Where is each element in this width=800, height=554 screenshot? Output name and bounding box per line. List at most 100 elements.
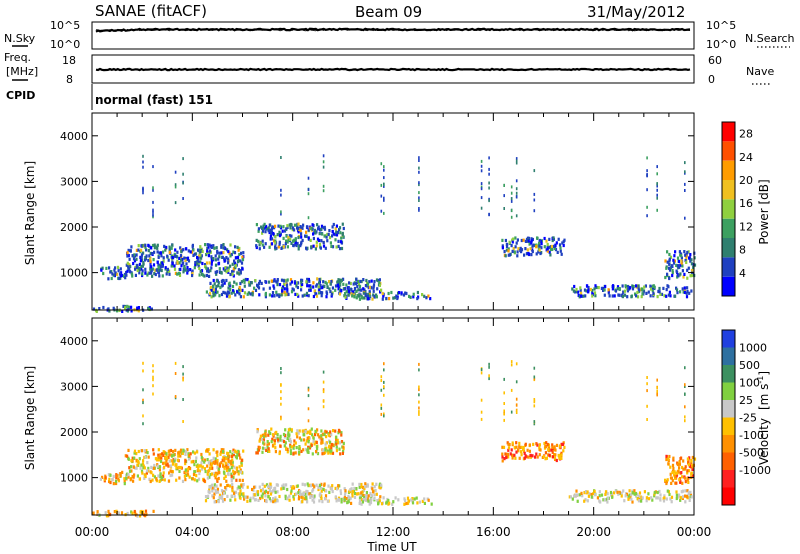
power-echo-cell	[301, 238, 304, 243]
power-echo-cell	[191, 273, 194, 278]
velocity-echo-cell	[192, 473, 196, 477]
power-echo-cell	[206, 249, 209, 253]
time-axis-labels: 00:00 04:00 08:00 12:00 16:00 20:00 00:00	[75, 525, 712, 539]
power-echo-cell	[626, 285, 630, 289]
velocity-echo-cell	[350, 487, 353, 491]
power-echo-cell	[366, 297, 370, 301]
velocity-echo-cell	[163, 465, 166, 469]
power-echo-cell	[656, 208, 658, 212]
power-echo-cell	[330, 244, 333, 248]
velocity-echo-cell	[193, 463, 196, 467]
velocity-echo-cell	[557, 453, 560, 458]
power-echo-cell	[136, 268, 139, 273]
velocity-echo-cell	[583, 491, 586, 495]
power-echo-cell	[364, 293, 367, 297]
power-echo-cell	[283, 229, 287, 233]
velocity-colorbar-segment	[722, 400, 735, 418]
velocity-colorbar-tick-label: -500	[739, 447, 764, 460]
velocity-echo-cell	[151, 478, 154, 482]
power-colorbar-tick-label: 20	[739, 174, 753, 187]
velocity-echo-cell	[135, 458, 138, 462]
velocity-echo-cell	[142, 466, 145, 470]
power-echo-cell	[340, 246, 344, 251]
velocity-echo-cell	[515, 397, 518, 401]
power-echo-cell	[328, 236, 332, 240]
velocity-echo-cell	[282, 483, 285, 487]
power-echo-cell	[287, 292, 290, 296]
velocity-echo-cell	[130, 465, 133, 469]
velocity-echo-cell	[407, 501, 410, 505]
velocity-echo-cell	[394, 496, 397, 500]
power-echo-cell	[368, 285, 371, 289]
power-echo-cell	[308, 279, 311, 283]
velocity-echo-cell	[675, 474, 678, 478]
power-echo-cell	[232, 267, 235, 271]
velocity-echo-cell	[296, 484, 299, 488]
power-echo-cell	[514, 245, 517, 249]
velocity-echo-cell	[578, 493, 581, 497]
power-echo-cell	[427, 294, 430, 298]
power-echo-cell	[216, 290, 219, 294]
velocity-echo-cell	[640, 495, 643, 499]
velocity-echo-cell	[332, 443, 335, 447]
velocity-echo-cell	[238, 453, 241, 457]
velocity-echo-cell	[137, 461, 140, 465]
velocity-echo-cell	[329, 451, 332, 455]
velocity-echo-cell	[418, 412, 420, 416]
power-echo-cell	[225, 278, 228, 283]
power-echo-cell	[193, 252, 196, 256]
velocity-echo-cell	[203, 479, 206, 483]
power-echo-cell	[404, 291, 407, 295]
power-echo-cell	[154, 272, 157, 277]
velocity-echo-cell	[594, 493, 597, 497]
power-echo-cell	[334, 284, 338, 288]
velocity-echo-cell	[646, 404, 648, 408]
velocity-echo-cell	[320, 436, 323, 440]
time-tick-label: 08:00	[275, 525, 310, 539]
power-echo-cell	[637, 284, 640, 288]
velocity-echo-cell	[421, 499, 424, 503]
power-echo-cell	[666, 260, 669, 264]
power-echo-cell	[149, 267, 152, 271]
velocity-echo-cell	[373, 485, 376, 489]
power-echo-cell	[288, 234, 291, 238]
velocity-echo-cell	[360, 485, 363, 489]
velocity-echo-cell	[210, 461, 214, 465]
power-echo-cell	[371, 297, 374, 301]
velocity-echo-cell	[212, 456, 215, 460]
velocity-echo-cell	[207, 461, 210, 465]
velocity-echo-cell	[571, 497, 574, 501]
power-echo-cell	[372, 286, 375, 290]
power-echo-cell	[577, 290, 580, 294]
velocity-echo-cell	[208, 485, 211, 489]
power-echo-cell	[664, 275, 667, 280]
velocity-echo-cell	[363, 486, 366, 490]
power-echo-cell	[282, 225, 285, 229]
velocity-echo-cell	[321, 432, 324, 436]
power-echo-cell	[286, 240, 289, 244]
power-echo-cell	[683, 286, 686, 290]
power-echo-cell	[329, 282, 332, 286]
power-panel-frame	[91, 112, 695, 311]
velocity-echo-cell	[691, 467, 694, 471]
velocity-y-tick-label: 4000	[60, 335, 88, 348]
power-echo-cell	[140, 253, 144, 257]
power-echo-cell	[201, 261, 204, 266]
velocity-echo-cell	[669, 497, 672, 501]
velocity-echo-cell	[123, 479, 126, 483]
power-echo-cell	[512, 237, 515, 241]
velocity-echo-cell	[216, 458, 219, 463]
velocity-echo-cell	[299, 492, 302, 496]
power-echo-cell	[554, 243, 557, 247]
velocity-echo-cell	[267, 447, 270, 451]
velocity-echo-cell	[225, 463, 228, 467]
power-echo-cell	[186, 271, 189, 275]
power-echo-cell	[261, 243, 264, 247]
noise-right-tick-bottom: 10^0	[706, 38, 736, 51]
power-echo-cell	[253, 286, 256, 290]
velocity-echo-cell	[146, 461, 149, 465]
power-echo-cell	[602, 286, 605, 291]
velocity-echo-cell	[328, 445, 331, 449]
power-echo-cell	[214, 291, 217, 295]
